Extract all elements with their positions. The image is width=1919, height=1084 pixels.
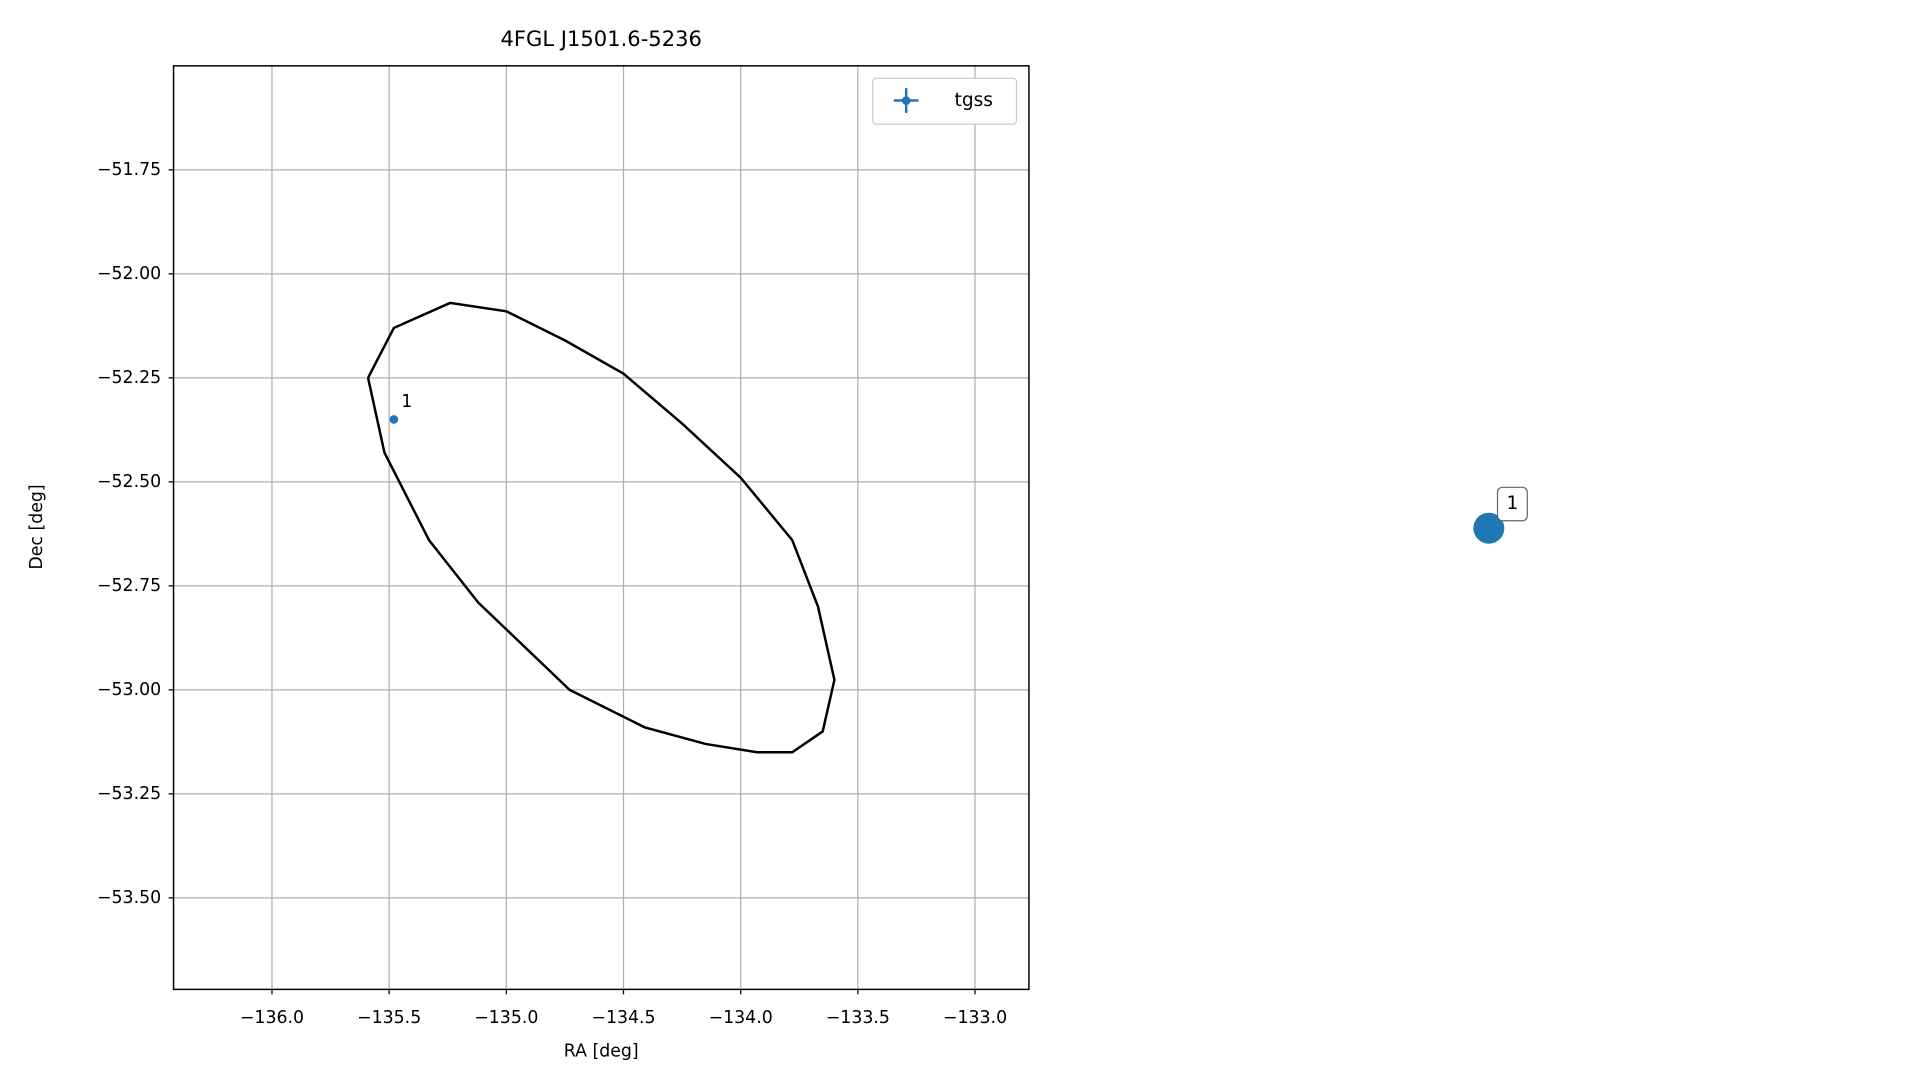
marker bbox=[1473, 512, 1505, 544]
x-tick-label: −133.0 bbox=[943, 1008, 1007, 1028]
legend-symbol bbox=[901, 96, 911, 105]
y-tick-label: −52.50 bbox=[97, 472, 161, 492]
legend: tgss bbox=[872, 77, 1018, 125]
y-tick-label: −53.00 bbox=[97, 680, 161, 700]
plot-frame bbox=[172, 65, 1030, 991]
y-axis-label: Dec [deg] bbox=[27, 484, 47, 569]
ellipse bbox=[366, 301, 836, 754]
x-tick-label: −134.5 bbox=[591, 1008, 655, 1028]
legend-label: tgss bbox=[955, 90, 993, 111]
legend-box bbox=[872, 77, 1018, 125]
point-label: 1 bbox=[401, 392, 412, 412]
x-tick-label: −135.5 bbox=[357, 1008, 421, 1028]
data-point bbox=[389, 415, 399, 424]
x-tick-label: −133.5 bbox=[826, 1008, 890, 1028]
x-tick-label: −134.0 bbox=[709, 1008, 773, 1028]
x-axis-label: RA [deg] bbox=[564, 1041, 639, 1061]
x-tick-label: −135.0 bbox=[474, 1008, 538, 1028]
marker-label: 1 bbox=[1506, 493, 1518, 514]
chart-title: 4FGL J1501.6-5236 bbox=[501, 26, 702, 51]
y-tick-label: −51.75 bbox=[97, 160, 161, 180]
y-tick-label: −52.75 bbox=[97, 576, 161, 596]
x-tick-label: −136.0 bbox=[240, 1008, 304, 1028]
y-tick-label: −53.25 bbox=[97, 784, 161, 804]
y-tick-label: −53.50 bbox=[97, 888, 161, 908]
marker-label-box bbox=[1496, 486, 1528, 522]
y-tick-label: −52.25 bbox=[97, 368, 161, 388]
y-tick-label: −52.00 bbox=[97, 264, 161, 284]
